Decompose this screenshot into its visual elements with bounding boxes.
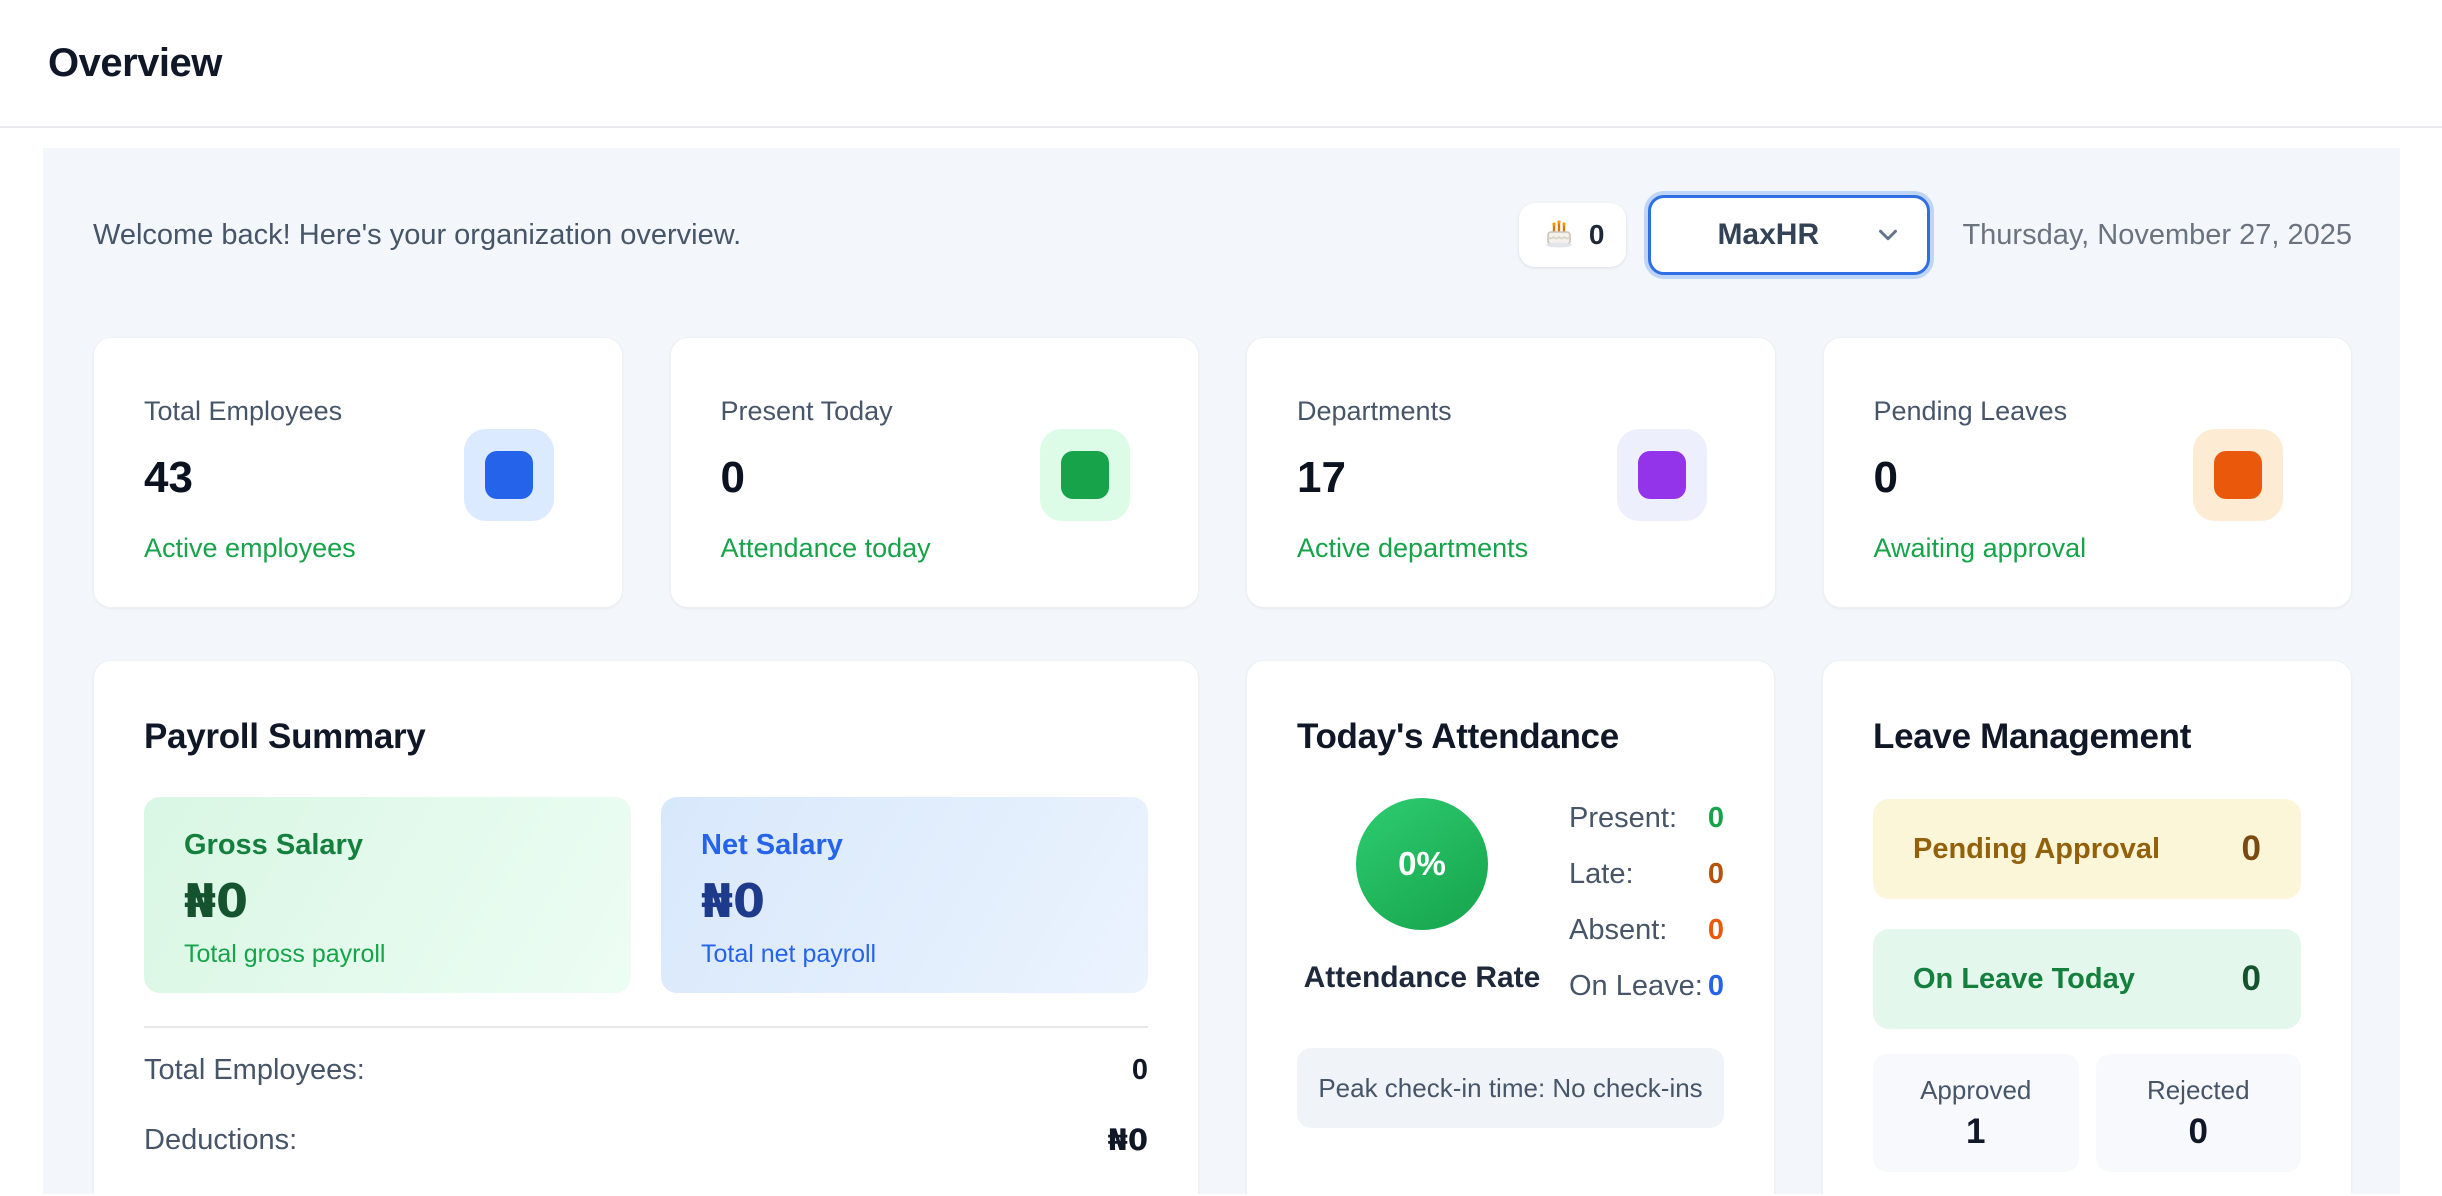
gross-salary-value: ₦0 (184, 874, 249, 928)
current-date: Thursday, November 27, 2025 (1962, 218, 2352, 251)
welcome-message: Welcome back! Here's your organization o… (93, 218, 742, 251)
payroll-title: Payroll Summary (144, 717, 426, 756)
att-label: Absent: (1569, 913, 1668, 946)
gross-salary-box: Gross Salary ₦0 Total gross payroll (144, 797, 631, 993)
leave-row-label: On Leave Today (1913, 962, 2135, 995)
net-salary-label: Net Salary (701, 829, 843, 861)
stat-label: Total Employees (144, 396, 343, 426)
attendance-title: Today's Attendance (1297, 717, 1619, 756)
birthday-count: 0 (1588, 219, 1605, 250)
attendance-rate-label: Attendance Rate (1303, 961, 1541, 994)
chevron-down-icon (1873, 220, 1903, 250)
leave-tile-value: 0 (2188, 1111, 2208, 1151)
leave-tile-value: 1 (1966, 1111, 1986, 1151)
stat-value: 0 (720, 453, 745, 502)
attendance-icon (1040, 429, 1130, 521)
att-value: 0 (1707, 913, 1724, 946)
leaves-icon (2193, 429, 2283, 521)
employees-icon-glyph (484, 451, 533, 499)
main-row: Payroll Summary Gross Salary ₦0 Total gr… (93, 660, 2352, 1194)
attendance-body: 0% Attendance Rate Present: 0 Late: 0 Ab… (1297, 798, 1724, 1014)
overview-panel: Welcome back! Here's your organization o… (43, 148, 2400, 1194)
gross-salary-subtitle: Total gross payroll (184, 940, 386, 968)
payroll-row-total-employees: Total Employees: 0 (144, 1042, 1148, 1098)
page-header: Overview (0, 0, 2442, 128)
attendance-icon-glyph (1061, 451, 1109, 499)
attendance-stat-on-leave: On Leave: 0 (1569, 958, 1724, 1014)
leave-tile-label: Rejected (2146, 1074, 2250, 1105)
attendance-rate-value: 0% (1398, 845, 1446, 882)
leave-row-value: 0 (2241, 829, 2261, 868)
leave-row-value: 0 (2241, 959, 2261, 998)
stat-label: Departments (1297, 396, 1452, 426)
leave-row-pending-approval: Pending Approval 0 (1873, 799, 2301, 899)
peak-checkin-note: Peak check-in time: No check-ins (1297, 1048, 1724, 1128)
leave-tile-rejected: Rejected 0 (2095, 1054, 2301, 1172)
toolbar: Welcome back! Here's your organization o… (93, 194, 2352, 276)
leave-tile-approved: Approved 1 (1873, 1054, 2079, 1172)
payroll-row-deductions: Deductions: ₦0 (144, 1112, 1148, 1168)
leaves-icon-glyph (2214, 451, 2262, 499)
leave-row-on-leave-today: On Leave Today 0 (1873, 929, 2301, 1029)
page-title: Overview (48, 40, 222, 85)
stat-value: 17 (1297, 453, 1346, 502)
birthday-cake-icon (1541, 217, 1577, 253)
att-label: Late: (1569, 857, 1634, 890)
org-select[interactable]: MaxHR (1648, 195, 1931, 275)
departments-icon-glyph (1637, 451, 1686, 499)
stat-card-pending-leaves: Pending Leaves 0 Awaiting approval (1822, 337, 2352, 608)
stat-label: Present Today (720, 396, 893, 426)
employees-icon (463, 429, 554, 521)
stat-value: 0 (1873, 453, 1898, 502)
leave-tiles: Approved 1 Rejected 0 (1873, 1054, 2301, 1172)
attendance-stat-present: Present: 0 (1569, 790, 1724, 846)
attendance-rate-circle: 0% (1356, 798, 1488, 930)
stat-subtitle: Attendance today (720, 533, 931, 563)
net-salary-subtitle: Total net payroll (701, 940, 877, 968)
stat-subtitle: Awaiting approval (1873, 533, 2087, 563)
stat-card-departments: Departments 17 Active departments (1246, 337, 1776, 608)
attendance-stats: Present: 0 Late: 0 Absent: 0 On Leave: 0 (1569, 790, 1724, 1014)
payroll-row-value: ₦0 (1107, 1123, 1148, 1157)
payroll-row-value: 0 (1131, 1053, 1148, 1086)
departments-icon (1616, 429, 1707, 521)
attendance-card: Today's Attendance 0% Attendance Rate Pr… (1246, 660, 1775, 1194)
stat-subtitle: Active employees (144, 533, 356, 563)
net-salary-value: ₦0 (701, 874, 766, 928)
toolbar-right: 0 MaxHR Thursday, November 27, 2025 (1518, 195, 2352, 275)
salary-row: Gross Salary ₦0 Total gross payroll Net … (144, 797, 1148, 993)
stats-row: Total Employees 43 Active employees Pres… (93, 337, 2352, 608)
org-select-value: MaxHR (1717, 218, 1820, 251)
att-value: 0 (1707, 857, 1724, 890)
payroll-divider (144, 1026, 1148, 1028)
att-label: Present: (1569, 801, 1677, 834)
payroll-row-label: Deductions: (144, 1123, 298, 1156)
stat-value: 43 (144, 453, 193, 502)
stat-card-present-today: Present Today 0 Attendance today (669, 337, 1199, 608)
att-label: On Leave: (1569, 969, 1703, 1002)
leave-management-card: Leave Management Pending Approval 0 On L… (1822, 660, 2352, 1194)
attendance-rate-block: 0% Attendance Rate (1297, 798, 1547, 1014)
gross-salary-label: Gross Salary (184, 829, 363, 861)
attendance-stat-late: Late: 0 (1569, 846, 1724, 902)
leave-tile-label: Approved (1920, 1074, 2032, 1105)
att-value: 0 (1707, 801, 1724, 834)
payroll-summary-card: Payroll Summary Gross Salary ₦0 Total gr… (93, 660, 1199, 1194)
att-value: 0 (1707, 969, 1724, 1002)
leave-title: Leave Management (1873, 717, 2192, 756)
attendance-stat-absent: Absent: 0 (1569, 902, 1724, 958)
stat-card-total-employees: Total Employees 43 Active employees (93, 337, 623, 608)
stat-label: Pending Leaves (1873, 396, 2068, 426)
leave-row-label: Pending Approval (1913, 832, 2161, 865)
stat-subtitle: Active departments (1297, 533, 1529, 563)
birthday-badge[interactable]: 0 (1518, 203, 1627, 267)
net-salary-box: Net Salary ₦0 Total net payroll (661, 797, 1148, 993)
payroll-row-label: Total Employees: (144, 1053, 365, 1086)
